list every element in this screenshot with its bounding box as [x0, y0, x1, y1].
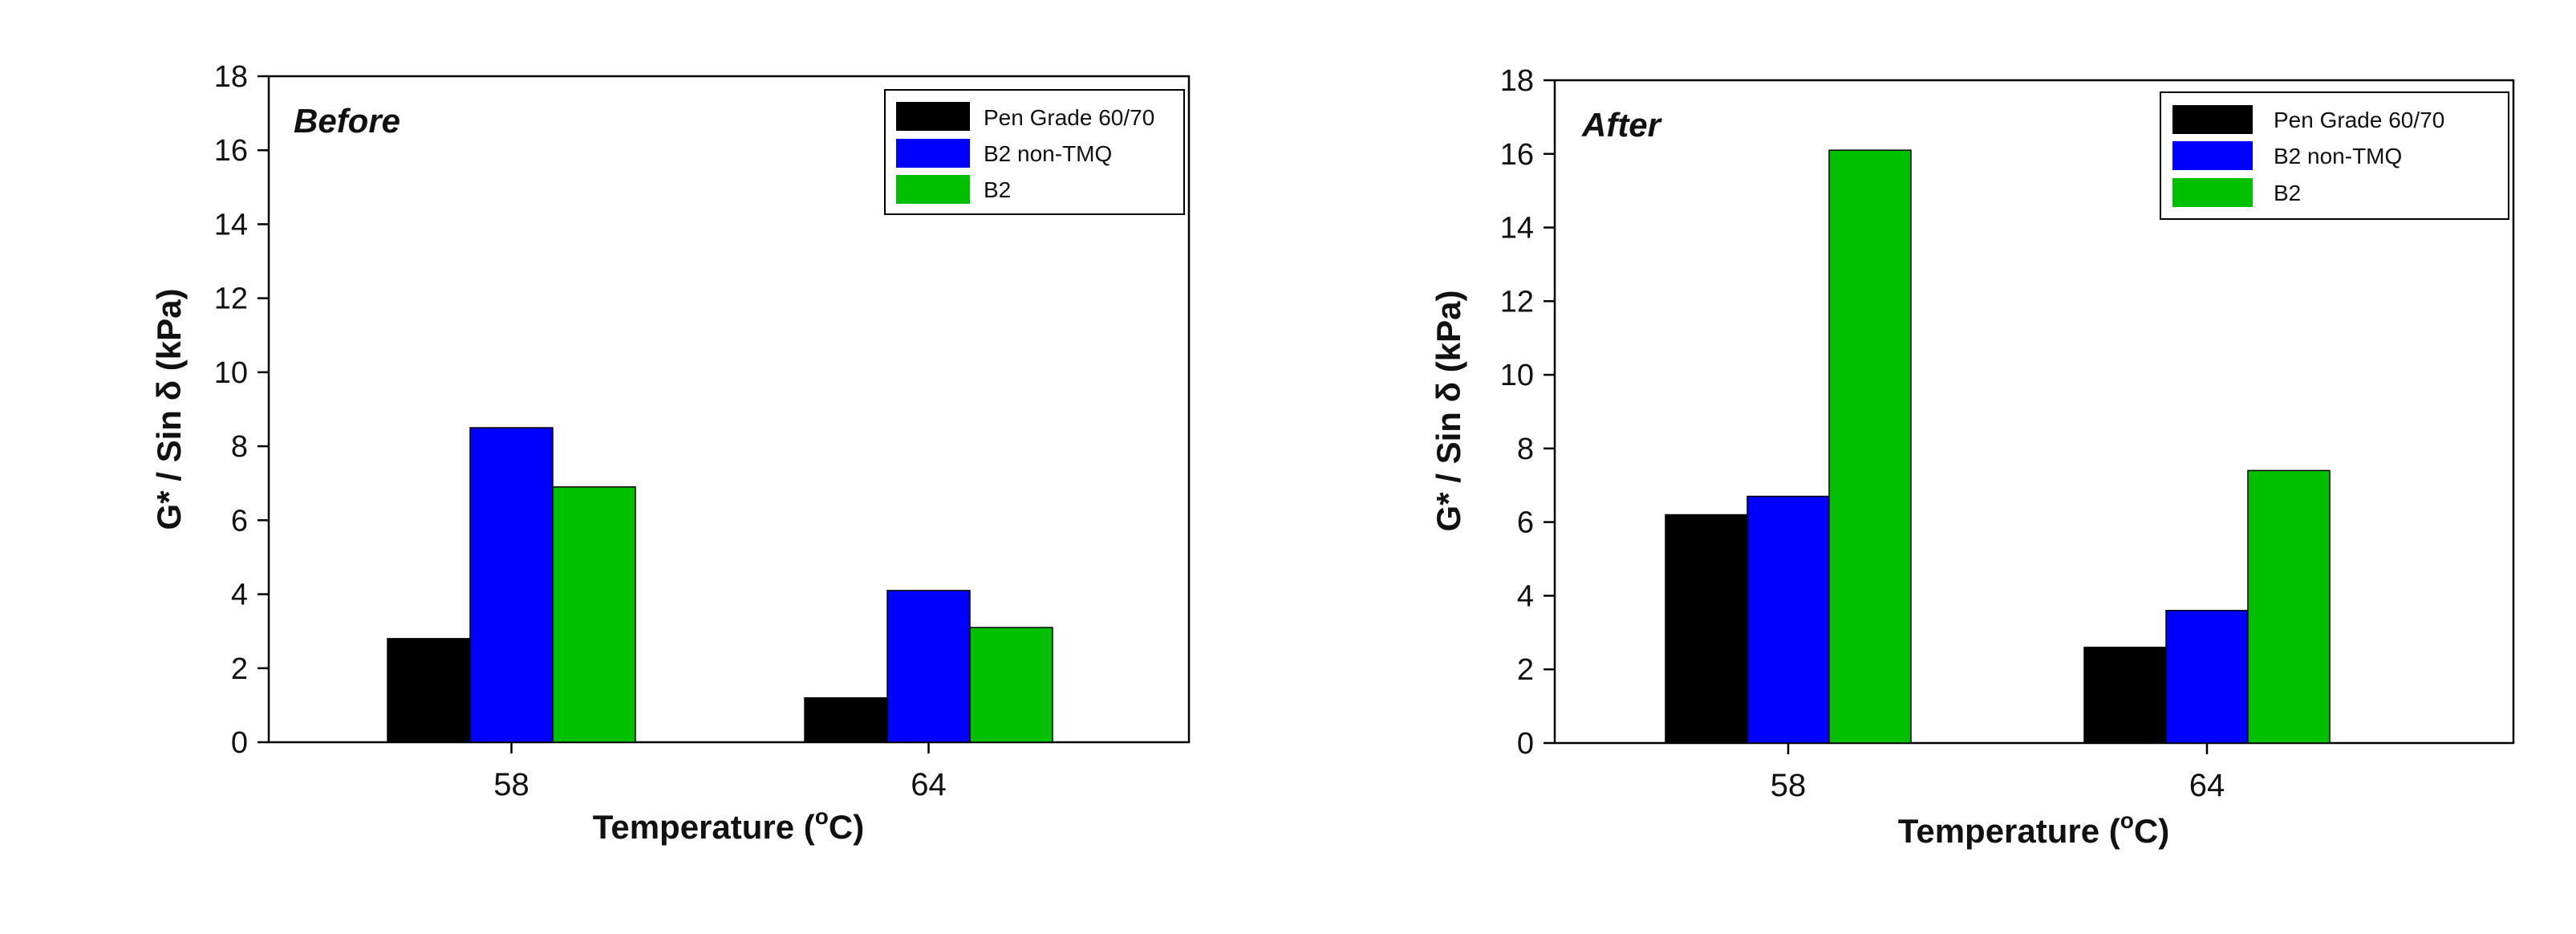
y-tick-label: 0 [231, 726, 248, 760]
legend-label-b2: B2 [984, 177, 1011, 202]
y-tick-label: 4 [231, 579, 248, 612]
legend-swatch-pen-grade [2172, 105, 2253, 134]
legend-swatch-b2 [896, 175, 970, 204]
bar-b2-64 [2247, 469, 2331, 744]
x-tick-label: 58 [493, 767, 529, 802]
legend-label-b2-non-tmq: B2 non-TMQ [984, 141, 1112, 166]
plot-frame [1553, 79, 2515, 745]
x-axis-title: Temperature (oC) [1898, 808, 2169, 850]
y-tick-label: 2 [1517, 653, 1534, 687]
x-axis-ticks: 58 64 [493, 742, 947, 802]
legend: Pen Grade 60/70 B2 non-TMQ B2 [2160, 91, 2509, 220]
bar-b2-58 [1828, 149, 1912, 744]
y-tick-label: 18 [214, 60, 248, 94]
y-tick-label: 10 [1500, 359, 1534, 392]
chart-panel-after: 0 2 4 6 8 10 12 14 16 18 58 64 After Pen Grade 60/… [1430, 64, 2515, 850]
legend-swatch-b2 [2172, 178, 2253, 207]
bar-pen-grade-60-70-58 [387, 638, 471, 743]
y-tick-label: 8 [231, 430, 248, 464]
x-axis-ticks: 58 64 [1771, 743, 2225, 803]
bar-b2-non-tmq-64 [886, 590, 971, 743]
y-tick-label: 10 [214, 356, 248, 390]
bar-b2-non-tmq-58 [1746, 495, 1830, 744]
bars-group [1665, 149, 2331, 744]
x-tick-label: 58 [1771, 768, 1807, 803]
bar-pen-grade-60-70-58 [1665, 514, 1748, 744]
y-tick-label: 14 [214, 208, 248, 242]
bar-pen-grade-60-70-64 [804, 696, 888, 743]
legend-swatch-b2-non-tmq [2172, 141, 2253, 170]
y-tick-label: 0 [1517, 727, 1534, 761]
y-axis-ticks: 0 2 4 6 8 10 12 14 16 18 [214, 60, 269, 760]
legend-swatch-b2-non-tmq [896, 139, 970, 168]
panel-title: Before [294, 102, 400, 140]
y-axis-title: G* / Sin δ (kPa) [150, 289, 188, 530]
y-tick-label: 4 [1517, 579, 1534, 613]
legend-label-b2-non-tmq: B2 non-TMQ [2274, 144, 2402, 169]
legend-label-pen-grade: Pen Grade 60/70 [984, 105, 1154, 130]
y-tick-label: 2 [231, 652, 248, 686]
y-tick-label: 16 [1500, 138, 1534, 172]
y-tick-label: 6 [1517, 506, 1534, 540]
y-tick-label: 8 [1517, 432, 1534, 466]
panel-title: After [1581, 106, 1663, 144]
bar-pen-grade-60-70-64 [2083, 646, 2167, 744]
bar-b2-58 [552, 486, 636, 743]
y-axis-title: G* / Sin δ (kPa) [1430, 290, 1467, 532]
y-tick-label: 6 [231, 504, 248, 538]
legend-swatch-pen-grade [896, 102, 970, 131]
legend-label-pen-grade: Pen Grade 60/70 [2274, 108, 2444, 132]
bar-b2-non-tmq-64 [2165, 610, 2249, 744]
y-tick-label: 12 [1500, 285, 1534, 319]
legend: Pen Grade 60/70 B2 non-TMQ B2 [884, 89, 1185, 215]
chart-panel-before: 0 2 4 6 8 10 12 14 16 18 58 64 Before Pen Grade 60… [150, 60, 1191, 846]
y-tick-label: 14 [1500, 212, 1534, 246]
x-axis-title: Temperature (oC) [593, 804, 864, 846]
y-tick-label: 12 [214, 282, 248, 316]
x-tick-label: 64 [911, 767, 947, 802]
y-tick-label: 16 [214, 134, 248, 168]
x-tick-label: 64 [2189, 768, 2225, 803]
y-axis-ticks: 0 2 4 6 8 10 12 14 16 18 [1500, 64, 1555, 761]
bar-b2-64 [969, 627, 1053, 743]
plot-frame [267, 75, 1191, 744]
legend-label-b2: B2 [2274, 181, 2301, 205]
y-tick-label: 18 [1500, 64, 1534, 98]
bars-group [387, 427, 1053, 743]
bar-b2-non-tmq-58 [469, 427, 554, 743]
